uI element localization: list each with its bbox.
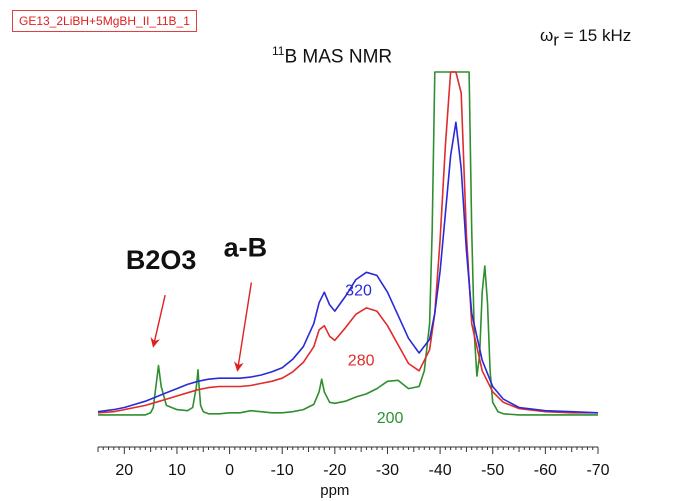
x-tick-label: 0 (225, 462, 234, 479)
x-axis-label: ppm (320, 482, 349, 499)
x-tick-label: 20 (115, 462, 133, 479)
spin-rate-sub: r (553, 30, 559, 50)
annotation-arrow-b2o3 (150, 294, 166, 348)
title-text: B MAS NMR (284, 46, 393, 68)
spin-rate-symbol: ω (540, 26, 554, 45)
x-tick-label: -70 (586, 462, 609, 479)
series-line-280 (97, 71, 598, 414)
series-label-320: 320 (345, 282, 372, 299)
x-tick-label: -30 (376, 462, 399, 479)
spin-rate-value: = 15 kHz (563, 26, 632, 45)
x-tick-label: -60 (534, 462, 557, 479)
chart-title: 11B MAS NMR (272, 44, 392, 68)
series-label-280: 280 (348, 353, 375, 370)
sample-label: GE13_2LiBH+5MgBH_II_11B_1 (12, 10, 197, 32)
series-line-200 (98, 71, 598, 416)
series-label-200: 200 (377, 410, 404, 427)
title-isotope: 11 (272, 44, 285, 58)
x-tick-label: -50 (481, 462, 504, 479)
series-line-320 (97, 121, 599, 414)
x-tick-label: 10 (168, 462, 186, 479)
x-tick-label: -40 (429, 462, 452, 479)
x-tick-label: -20 (323, 462, 346, 479)
spin-rate-label: ωr = 15 kHz (540, 26, 631, 50)
x-tick-label: -10 (271, 462, 294, 479)
annotation-b2o3: B2O3 (126, 245, 197, 275)
annotation-arrow-a-b (234, 282, 253, 372)
annotation-a-b: a-B (224, 233, 268, 263)
